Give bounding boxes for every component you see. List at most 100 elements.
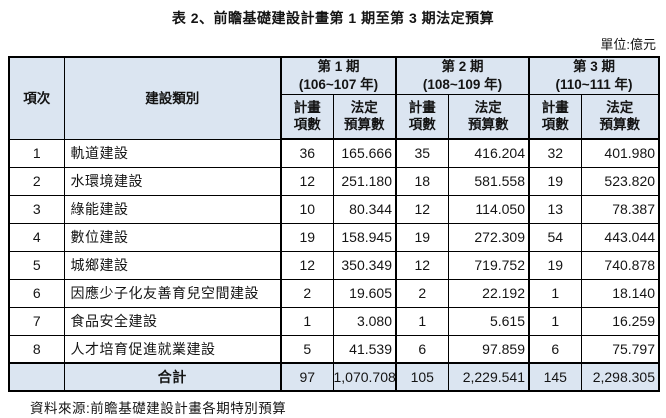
cell-p2-budget: 416.204	[447, 138, 530, 168]
cell-item-no: 1	[8, 138, 65, 168]
cell-p1-count: 19	[280, 222, 334, 252]
cell-p1-budget: 251.180	[332, 166, 397, 196]
period-2-years: (108~109 年)	[422, 76, 503, 92]
cell-p3-count: 19	[528, 166, 582, 196]
cell-p3-budget: 740.878	[580, 250, 660, 280]
cell-category: 城鄉建設	[63, 250, 282, 280]
source-note: 資料來源:前瞻基礎建設計畫各期特別預算	[30, 401, 287, 416]
unit-label: 單位:億元	[600, 37, 656, 52]
budget-table: 項次 建設類別 第 1 期 (106~107 年) 第 2 期 (108~109…	[8, 56, 661, 392]
cell-p1-budget: 158.945	[332, 222, 397, 252]
cell-item-no: 2	[8, 166, 65, 196]
cell-p3-count: 13	[528, 194, 582, 224]
cell-p2-count: 1	[395, 306, 449, 336]
period-1-name: 第 1 期	[317, 59, 360, 75]
subheader-budget-2: 法定 預算數	[447, 93, 530, 140]
cell-item-no: 5	[8, 250, 65, 280]
total-row: 合計 97 1,070.708 105 2,229.541 145 2,298.…	[8, 362, 660, 392]
cell-total-p3-count: 145	[528, 362, 582, 392]
cell-p2-budget: 97.859	[447, 334, 530, 364]
cell-p1-count: 36	[280, 138, 334, 168]
cell-p2-count: 12	[395, 194, 449, 224]
cell-p1-count: 12	[280, 166, 334, 196]
table-row: 4 數位建設 19 158.945 19 272.309 54 443.044	[8, 222, 660, 252]
cell-p3-budget: 75.797	[580, 334, 660, 364]
header-row-periods: 項次 建設類別 第 1 期 (106~107 年) 第 2 期 (108~109…	[8, 56, 660, 140]
period-2-name: 第 2 期	[441, 59, 484, 75]
table-row: 3 綠能建設 10 80.344 12 114.050 13 78.387	[8, 194, 660, 224]
subheader-budget-3: 法定 預算數	[580, 93, 660, 140]
header-item-no: 項次	[8, 56, 65, 140]
cell-item-no: 4	[8, 222, 65, 252]
cell-p2-budget: 272.309	[447, 222, 530, 252]
cell-p2-count: 12	[395, 250, 449, 280]
cell-p2-count: 35	[395, 138, 449, 168]
cell-p3-budget: 18.140	[580, 278, 660, 308]
cell-item-no: 6	[8, 278, 65, 308]
table-row: 1 軌道建設 36 165.666 35 416.204 32 401.980	[8, 138, 660, 168]
table-row: 2 水環境建設 12 251.180 18 581.558 19 523.820	[8, 166, 660, 196]
cell-p3-count: 1	[528, 306, 582, 336]
cell-p3-budget: 523.820	[580, 166, 660, 196]
cell-p2-count: 2	[395, 278, 449, 308]
cell-p1-count: 10	[280, 194, 334, 224]
header-category: 建設類別	[63, 56, 282, 140]
header-period-1: 第 1 期 (106~107 年)	[280, 56, 397, 95]
cell-p2-budget: 22.192	[447, 278, 530, 308]
cell-p2-budget: 5.615	[447, 306, 530, 336]
subheader-plan-count-3: 計畫 項數	[528, 93, 582, 140]
cell-category: 數位建設	[63, 222, 282, 252]
cell-p3-budget: 16.259	[580, 306, 660, 336]
cell-p1-budget: 19.605	[332, 278, 397, 308]
cell-category: 食品安全建設	[63, 306, 282, 336]
header-period-3: 第 3 期 (110~111 年)	[528, 56, 660, 95]
cell-p3-count: 32	[528, 138, 582, 168]
cell-p3-count: 19	[528, 250, 582, 280]
subheader-plan-count-2: 計畫 項數	[395, 93, 449, 140]
cell-p1-budget: 3.080	[332, 306, 397, 336]
cell-p1-budget: 80.344	[332, 194, 397, 224]
cell-item-no: 8	[8, 334, 65, 364]
cell-item-no: 3	[8, 194, 65, 224]
period-1-years: (106~107 年)	[298, 76, 379, 92]
period-3-years: (110~111 年)	[555, 76, 633, 92]
cell-p2-count: 18	[395, 166, 449, 196]
cell-p1-count: 2	[280, 278, 334, 308]
cell-category: 人才培育促進就業建設	[63, 334, 282, 364]
cell-p1-budget: 165.666	[332, 138, 397, 168]
cell-p3-budget: 78.387	[580, 194, 660, 224]
table-row: 7 食品安全建設 1 3.080 1 5.615 1 16.259	[8, 306, 660, 336]
cell-category: 水環境建設	[63, 166, 282, 196]
cell-category: 綠能建設	[63, 194, 282, 224]
cell-p3-budget: 401.980	[580, 138, 660, 168]
cell-total-p1-count: 97	[280, 362, 334, 392]
cell-p2-count: 6	[395, 334, 449, 364]
cell-p1-budget: 350.349	[332, 250, 397, 280]
cell-total-p2-count: 105	[395, 362, 449, 392]
header-period-2: 第 2 期 (108~109 年)	[395, 56, 530, 95]
cell-p1-count: 1	[280, 306, 334, 336]
cell-total-label: 合計	[63, 362, 282, 392]
cell-p2-count: 19	[395, 222, 449, 252]
cell-total-empty	[8, 362, 65, 392]
cell-p3-count: 1	[528, 278, 582, 308]
cell-total-p2-budget: 2,229.541	[447, 362, 530, 392]
cell-p1-count: 12	[280, 250, 334, 280]
table-row: 8 人才培育促進就業建設 5 41.539 6 97.859 6 75.797	[8, 334, 660, 364]
table-row: 6 因應少子化友善育兒空間建設 2 19.605 2 22.192 1 18.1…	[8, 278, 660, 308]
period-3-name: 第 3 期	[573, 59, 616, 75]
cell-p3-count: 54	[528, 222, 582, 252]
cell-p3-budget: 443.044	[580, 222, 660, 252]
cell-p2-budget: 719.752	[447, 250, 530, 280]
table-row: 5 城鄉建設 12 350.349 12 719.752 19 740.878	[8, 250, 660, 280]
cell-category: 軌道建設	[63, 138, 282, 168]
cell-total-p1-budget: 1,070.708	[332, 362, 397, 392]
header-row-subheaders: 計畫 項數 法定 預算數 計畫 項數 法定 預算數 計畫 項數	[9, 93, 660, 140]
cell-p1-count: 5	[280, 334, 334, 364]
cell-p3-count: 6	[528, 334, 582, 364]
table-title: 表 2、前瞻基礎建設計畫第 1 期至第 3 期法定預算	[171, 10, 495, 26]
cell-p2-budget: 114.050	[447, 194, 530, 224]
cell-p2-budget: 581.558	[447, 166, 530, 196]
subheader-plan-count-1: 計畫 項數	[280, 93, 334, 140]
